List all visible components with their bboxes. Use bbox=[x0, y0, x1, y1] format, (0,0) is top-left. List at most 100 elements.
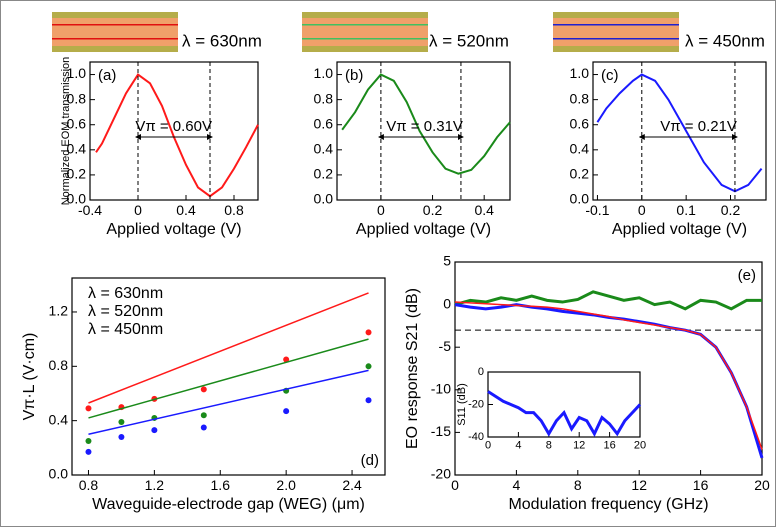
y-tick-label: 0.4 bbox=[570, 141, 590, 157]
x-axis-label: Applied voltage (V) bbox=[612, 221, 747, 238]
panel-label: (b) bbox=[345, 67, 363, 84]
y-tick-label: 0.4 bbox=[49, 411, 69, 427]
vpi-annotation: Vπ = 0.21V bbox=[660, 118, 737, 135]
fit-line bbox=[88, 369, 369, 435]
y-tick-label: 0.0 bbox=[67, 191, 87, 207]
x-tick-label: 20 bbox=[754, 477, 770, 493]
y-tick-label: -40 bbox=[468, 431, 484, 443]
data-point bbox=[118, 419, 125, 426]
y-tick-label: -15 bbox=[431, 423, 451, 439]
y-tick-label: 0.6 bbox=[67, 115, 87, 131]
data-line bbox=[487, 390, 642, 437]
y-tick-label: 0.4 bbox=[314, 141, 334, 157]
x-tick-label: 0.4 bbox=[474, 202, 494, 218]
x-tick-label: 4 bbox=[513, 477, 521, 493]
data-line bbox=[341, 73, 511, 175]
x-axis-label: Applied voltage (V) bbox=[106, 221, 241, 238]
y-tick-label: -20 bbox=[468, 398, 484, 410]
data-point bbox=[365, 329, 372, 336]
x-tick-label: 1.2 bbox=[145, 477, 165, 493]
x-tick-label: -0.1 bbox=[585, 202, 609, 218]
y-tick-label: -5 bbox=[439, 338, 452, 354]
legend-entry: λ = 450nm bbox=[88, 321, 163, 338]
y-axis-label: S11 (dB) bbox=[456, 383, 468, 426]
x-tick-label: 0 bbox=[134, 202, 142, 218]
y-tick-label: 0.8 bbox=[67, 90, 87, 106]
x-tick-label: 16 bbox=[693, 477, 709, 493]
plot-frame bbox=[336, 61, 511, 201]
panel-label: (a) bbox=[98, 67, 116, 84]
y-tick-label: 0 bbox=[478, 366, 484, 378]
y-tick-label: -20 bbox=[431, 466, 451, 482]
data-point bbox=[85, 405, 92, 412]
wavelength-label: λ = 450nm bbox=[685, 31, 765, 50]
vpi-annotation: Vπ = 0.60V bbox=[135, 118, 212, 135]
y-tick-label: 1.0 bbox=[314, 65, 334, 81]
y-tick-label: 0.2 bbox=[570, 166, 590, 182]
x-tick-label: 0 bbox=[377, 202, 385, 218]
y-tick-label: 5 bbox=[443, 253, 451, 269]
y-tick-label: 0.0 bbox=[570, 191, 590, 207]
y-tick-label: 0.0 bbox=[314, 191, 334, 207]
x-tick-label: 0.8 bbox=[224, 202, 244, 218]
y-tick-label: 0 bbox=[443, 295, 451, 311]
x-tick-label: 0.1 bbox=[676, 202, 696, 218]
x-tick-label: 0.8 bbox=[79, 477, 99, 493]
x-tick-label: 20 bbox=[634, 440, 646, 452]
legend-entry: λ = 630nm bbox=[88, 285, 163, 302]
data-point bbox=[365, 363, 372, 370]
y-tick-label: 0.4 bbox=[67, 141, 87, 157]
y-tick-label: 0.8 bbox=[314, 90, 334, 106]
x-tick-label: 12 bbox=[631, 477, 647, 493]
data-point bbox=[118, 433, 125, 440]
x-tick-label: 0.2 bbox=[423, 202, 443, 218]
y-tick-label: 0.2 bbox=[314, 166, 334, 182]
y-axis-label: EO response S21 (dB) bbox=[404, 288, 421, 449]
data-point bbox=[85, 448, 92, 455]
x-tick-label: 8 bbox=[546, 440, 552, 452]
x-tick-label: 12 bbox=[573, 440, 585, 452]
y-tick-label: -10 bbox=[431, 381, 451, 397]
y-tick-label: 0.8 bbox=[570, 90, 590, 106]
data-line bbox=[454, 301, 763, 450]
y-tick-label: 1.0 bbox=[570, 65, 590, 81]
x-tick-label: 8 bbox=[574, 477, 582, 493]
y-tick-label: 0.8 bbox=[49, 357, 69, 373]
x-tick-label: 0 bbox=[451, 477, 459, 493]
plot-frame bbox=[89, 61, 259, 201]
wavelength-label: λ = 520nm bbox=[429, 31, 509, 50]
data-line bbox=[454, 290, 762, 311]
x-axis-label: Applied voltage (V) bbox=[356, 221, 491, 238]
y-tick-label: 1.0 bbox=[67, 65, 87, 81]
y-tick-label: 0.2 bbox=[67, 166, 87, 182]
fit-line bbox=[88, 292, 369, 404]
x-tick-label: 1.6 bbox=[211, 477, 231, 493]
data-point bbox=[365, 397, 372, 404]
y-axis-label: Normalized EOM transmission bbox=[60, 57, 72, 206]
data-point bbox=[283, 356, 290, 363]
x-tick-label: 0.4 bbox=[176, 202, 196, 218]
y-axis-label: Vπ·L (V·cm) bbox=[21, 333, 38, 421]
plot-frame bbox=[592, 61, 767, 201]
data-point bbox=[283, 408, 290, 415]
x-tick-label: 2.4 bbox=[342, 477, 362, 493]
waveguide-image bbox=[553, 12, 679, 52]
y-tick-label: 0.6 bbox=[314, 115, 334, 131]
data-point bbox=[85, 438, 92, 445]
data-point bbox=[200, 424, 207, 431]
x-tick-label: 16 bbox=[603, 440, 615, 452]
y-tick-label: 1.2 bbox=[49, 303, 69, 319]
fit-line bbox=[88, 338, 369, 419]
legend-entry: λ = 520nm bbox=[88, 303, 163, 320]
x-tick-label: 0 bbox=[485, 440, 491, 452]
x-tick-label: 4 bbox=[515, 440, 521, 452]
waveguide-image bbox=[302, 12, 428, 52]
x-tick-label: 0 bbox=[638, 202, 646, 218]
data-point bbox=[200, 412, 207, 419]
vpi-annotation: Vπ = 0.31V bbox=[386, 118, 463, 135]
data-point bbox=[151, 427, 158, 434]
data-point bbox=[200, 386, 207, 393]
y-tick-label: 0.0 bbox=[49, 466, 69, 482]
x-tick-label: -0.4 bbox=[78, 202, 102, 218]
